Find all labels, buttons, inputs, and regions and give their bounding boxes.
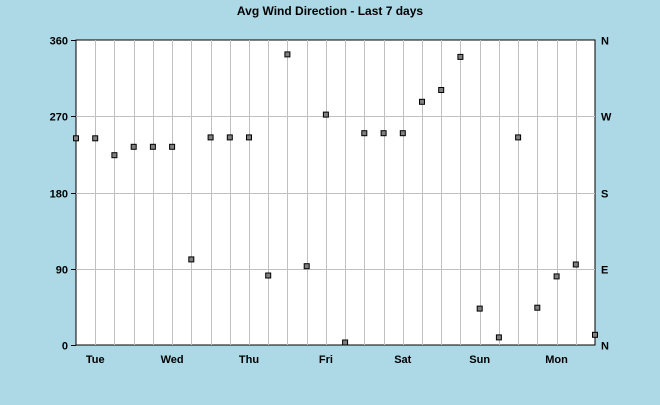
x-tick-label: Thu bbox=[239, 354, 259, 366]
y-tick-label: 90 bbox=[56, 265, 68, 277]
data-point bbox=[572, 261, 579, 268]
data-point bbox=[419, 98, 425, 105]
grid-layer bbox=[76, 40, 595, 345]
data-point bbox=[265, 272, 272, 279]
data-point bbox=[169, 143, 176, 150]
x-tick-label: Sun bbox=[469, 354, 490, 366]
points-layer bbox=[73, 51, 598, 346]
axis-layer: 0 N 90 E 180 S 270 W 360 N Tue Wed Thu Fri Sat Sun Mon bbox=[50, 36, 612, 367]
data-point bbox=[130, 143, 137, 150]
y-tick-label: 0 bbox=[62, 341, 68, 353]
data-point bbox=[188, 256, 195, 263]
data-point bbox=[342, 339, 349, 346]
data-point bbox=[553, 273, 560, 280]
x-tick-label: Sat bbox=[394, 354, 411, 366]
x-tick-label: Fri bbox=[319, 354, 333, 366]
data-point bbox=[399, 130, 406, 137]
data-point bbox=[361, 130, 368, 137]
data-point bbox=[322, 111, 329, 118]
x-tick-label: Wed bbox=[161, 354, 184, 366]
data-point bbox=[515, 134, 522, 141]
chart-title: Avg Wind Direction - Last 7 days bbox=[237, 4, 423, 18]
data-point bbox=[592, 331, 598, 338]
y-tick-label-compass: E bbox=[601, 265, 608, 277]
data-point bbox=[73, 135, 79, 142]
x-tick-label: Mon bbox=[545, 354, 568, 366]
data-point bbox=[246, 134, 252, 141]
plot-area bbox=[75, 39, 596, 346]
y-tick-label-compass: N bbox=[601, 341, 609, 353]
data-point bbox=[495, 334, 502, 341]
y-tick-label: 270 bbox=[50, 112, 68, 124]
data-point bbox=[438, 87, 445, 93]
data-point bbox=[284, 51, 291, 58]
y-tick-label-compass: S bbox=[601, 189, 608, 201]
data-point bbox=[207, 134, 214, 141]
data-point bbox=[149, 143, 156, 150]
data-point bbox=[226, 134, 233, 141]
y-tick-label-compass: W bbox=[601, 112, 612, 124]
data-point bbox=[457, 53, 464, 60]
data-point bbox=[303, 263, 310, 270]
x-tick-label: Tue bbox=[86, 354, 105, 366]
y-tick-label: 180 bbox=[50, 189, 68, 201]
data-point bbox=[476, 305, 483, 312]
data-point bbox=[92, 135, 99, 142]
data-point bbox=[534, 304, 541, 311]
data-point bbox=[380, 130, 387, 137]
data-point bbox=[111, 152, 118, 159]
y-tick-label-compass: N bbox=[601, 36, 609, 48]
y-tick-label: 360 bbox=[50, 36, 68, 48]
